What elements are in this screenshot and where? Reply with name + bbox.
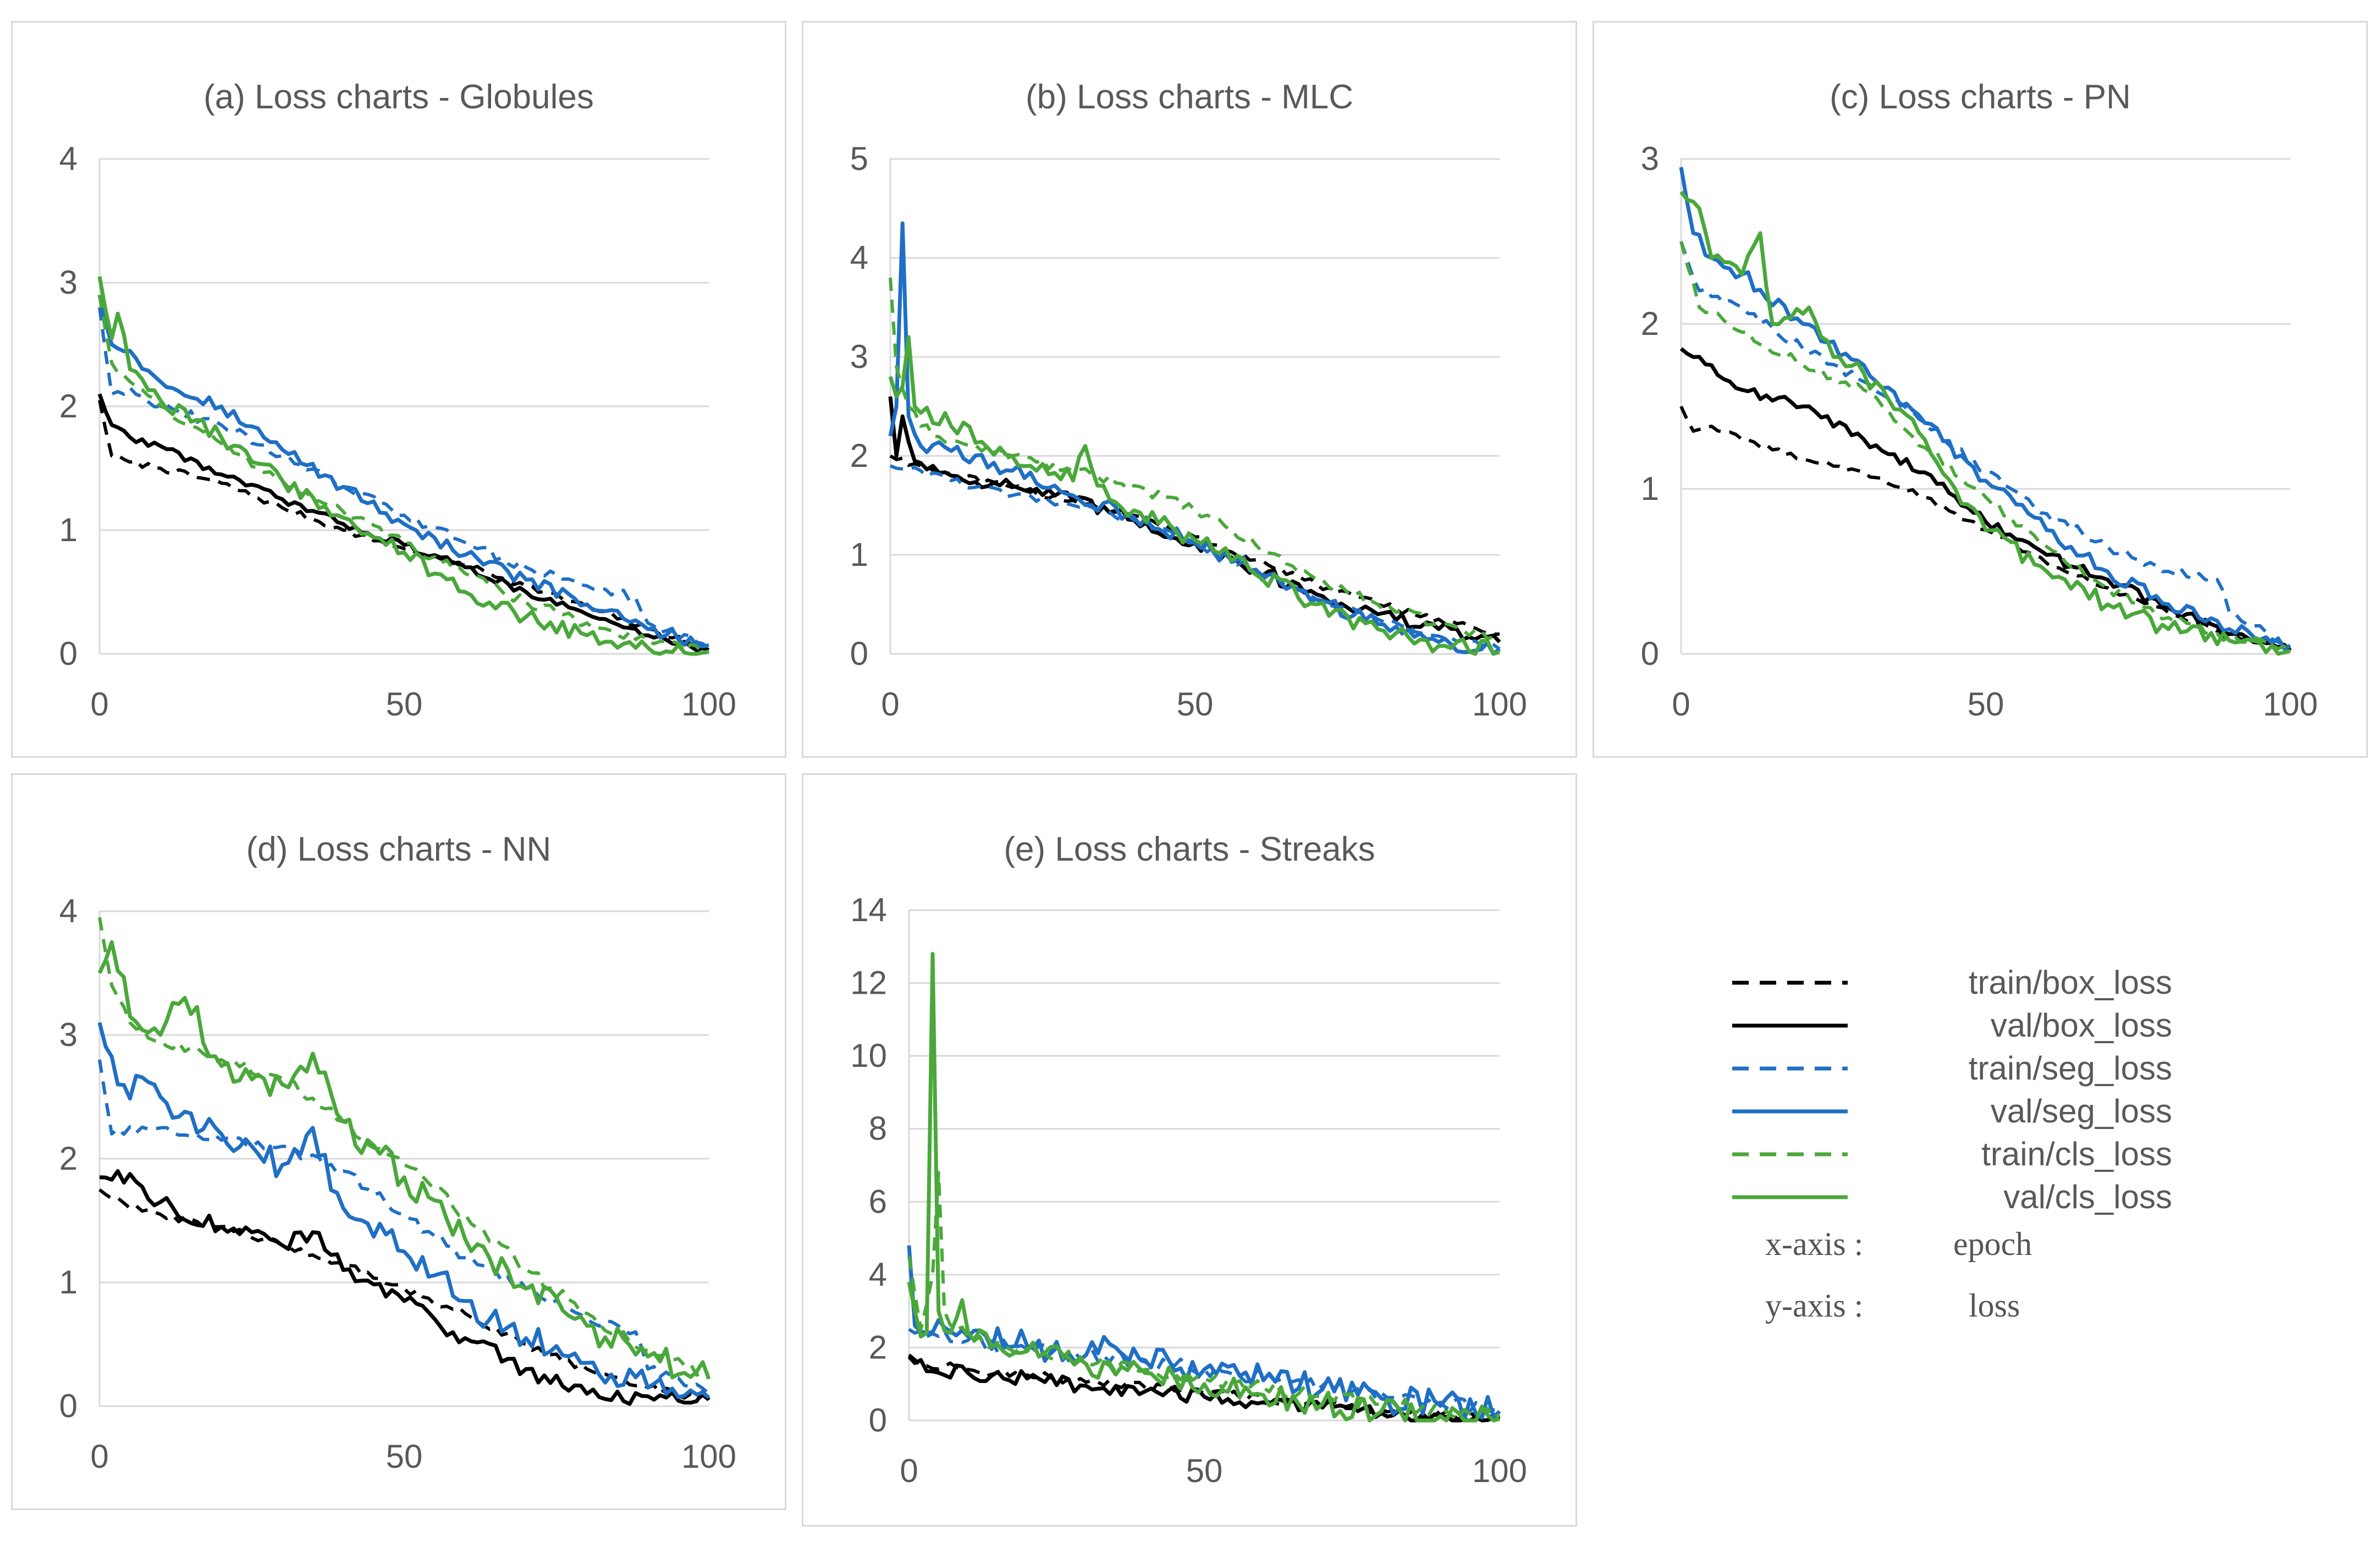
chart-title: (d) Loss charts - NN (246, 830, 552, 868)
chart-plot-globules: 0 1 2 3 4 0 50 100 (59, 140, 736, 723)
y-tick-label: 6 (869, 1183, 887, 1220)
chart-panel-nn: (d) Loss charts - NN 0 1 2 3 4 0 50 100 (11, 773, 786, 1510)
series-line-train-cls-loss (98, 295, 710, 656)
y-tick-label: 3 (59, 1016, 78, 1053)
y-axis-note-label: y-axis : (1765, 1287, 1863, 1324)
x-tick-label: 100 (681, 1438, 736, 1475)
y-tick-label: 2 (1641, 305, 1659, 342)
chart-panel-globules: (a) Loss charts - Globules 0 1 2 3 4 0 50 100 (11, 21, 786, 758)
series-line-val-box-loss (888, 396, 1501, 643)
series-line-val-cls-loss (907, 952, 1501, 1423)
y-tick-label: 2 (59, 388, 78, 425)
x-tick-label: 0 (90, 1438, 108, 1475)
y-tick-label: 1 (1641, 470, 1659, 507)
x-axis-note-value: epoch (1953, 1226, 2032, 1262)
series-line-val-box-loss (97, 393, 710, 652)
y-tick-label: 3 (1641, 140, 1659, 177)
series-line-train-box-loss (98, 400, 710, 649)
x-tick-label: 50 (386, 686, 423, 723)
y-tick-label: 0 (850, 635, 868, 672)
y-axis-note-value: loss (1969, 1287, 2020, 1324)
y-tick-label: 4 (850, 239, 868, 276)
y-tick-label: 3 (850, 338, 868, 375)
series-line-train-seg-loss (98, 1059, 710, 1395)
y-tick-label: 10 (850, 1037, 887, 1074)
chart-panel-pn: (c) Loss charts - PN 0 1 2 3 0 50 100 (1593, 21, 2368, 758)
series-line-val-seg-loss (97, 294, 709, 649)
series-line-train-cls-loss (907, 1171, 1501, 1420)
y-tick-label: 0 (59, 1387, 78, 1424)
y-tick-label: 4 (59, 893, 78, 929)
series-line-val-seg-loss (888, 221, 1501, 656)
y-tick-label: 4 (59, 140, 78, 177)
series-line-val-seg-loss (1679, 167, 2291, 651)
series-line-train-box-loss (908, 1353, 1501, 1422)
y-tick-label: 0 (1641, 635, 1659, 672)
series-line-train-seg-loss (889, 464, 1501, 651)
x-tick-label: 0 (900, 1452, 918, 1489)
y-tick-label: 0 (59, 635, 78, 672)
x-axis-note-label: x-axis : (1765, 1226, 1863, 1262)
x-tick-label: 100 (1472, 686, 1527, 723)
x-tick-label: 50 (1177, 686, 1214, 723)
series-line-val-seg-loss (97, 1022, 710, 1400)
legend-label: val/seg_loss (1991, 1093, 2172, 1130)
y-tick-label: 5 (850, 140, 868, 177)
y-tick-label: 1 (59, 1264, 78, 1301)
chart-title: (b) Loss charts - MLC (1025, 78, 1354, 116)
y-tick-label: 2 (59, 1140, 78, 1177)
legend: train/box_loss val/box_loss train/seg_loss… (1732, 964, 2172, 1324)
y-tick-label: 12 (850, 965, 887, 1001)
x-tick-label: 100 (2263, 686, 2318, 723)
series-line-val-box-loss (1679, 347, 2292, 652)
chart-title: (e) Loss charts - Streaks (1004, 830, 1375, 868)
y-tick-label: 3 (59, 264, 78, 301)
chart-panel-mlc: (b) Loss charts - MLC 0 1 2 3 4 5 0 50 100 (802, 21, 1577, 758)
legend-label: val/cls_loss (2003, 1178, 2172, 1215)
y-tick-label: 2 (850, 437, 868, 474)
x-tick-label: 100 (681, 686, 736, 723)
series-line-val-cls-loss (888, 335, 1501, 656)
y-tick-label: 0 (869, 1402, 887, 1439)
legend-label: train/box_loss (1969, 964, 2172, 1001)
x-tick-label: 100 (1472, 1452, 1527, 1489)
chart-plot-streaks: 0 2 4 6 8 10 12 14 0 50 100 (850, 891, 1527, 1489)
x-tick-label: 50 (1968, 686, 2004, 723)
chart-panel-streaks: (e) Loss charts - Streaks 0 2 4 6 8 10 12 14 0 50… (802, 773, 1577, 1527)
series-line-train-seg-loss (98, 307, 710, 649)
series-line-val-cls-loss (1679, 190, 2291, 656)
legend-label: train/seg_loss (1969, 1050, 2172, 1087)
chart-plot-nn: 0 1 2 3 4 0 50 100 (59, 893, 736, 1475)
series-line-train-seg-loss (1679, 241, 2291, 647)
x-tick-label: 0 (881, 686, 899, 723)
series-line-train-cls-loss (889, 277, 1501, 641)
x-tick-label: 0 (90, 686, 108, 723)
y-tick-label: 8 (869, 1110, 887, 1147)
series-line-val-box-loss (99, 1169, 710, 1406)
series-line-val-cls-loss (97, 940, 711, 1380)
legend-label: val/box_loss (1991, 1007, 2172, 1044)
y-tick-label: 14 (850, 891, 887, 928)
chart-title: (c) Loss charts - PN (1830, 78, 2131, 116)
x-tick-label: 50 (386, 1438, 423, 1475)
y-tick-label: 1 (59, 511, 78, 548)
x-tick-label: 0 (1672, 686, 1690, 723)
chart-title: (a) Loss charts - Globules (203, 78, 594, 116)
series-line-train-cls-loss (1679, 241, 2291, 651)
series-line-val-cls-loss (97, 276, 709, 656)
y-tick-label: 1 (850, 536, 868, 573)
x-tick-label: 50 (1186, 1452, 1223, 1489)
series-line-train-cls-loss (98, 917, 710, 1377)
y-tick-label: 2 (869, 1329, 887, 1365)
chart-plot-pn: 0 1 2 3 0 50 100 (1641, 140, 2318, 723)
legend-label: train/cls_loss (1981, 1136, 2172, 1172)
y-tick-label: 4 (869, 1256, 887, 1293)
